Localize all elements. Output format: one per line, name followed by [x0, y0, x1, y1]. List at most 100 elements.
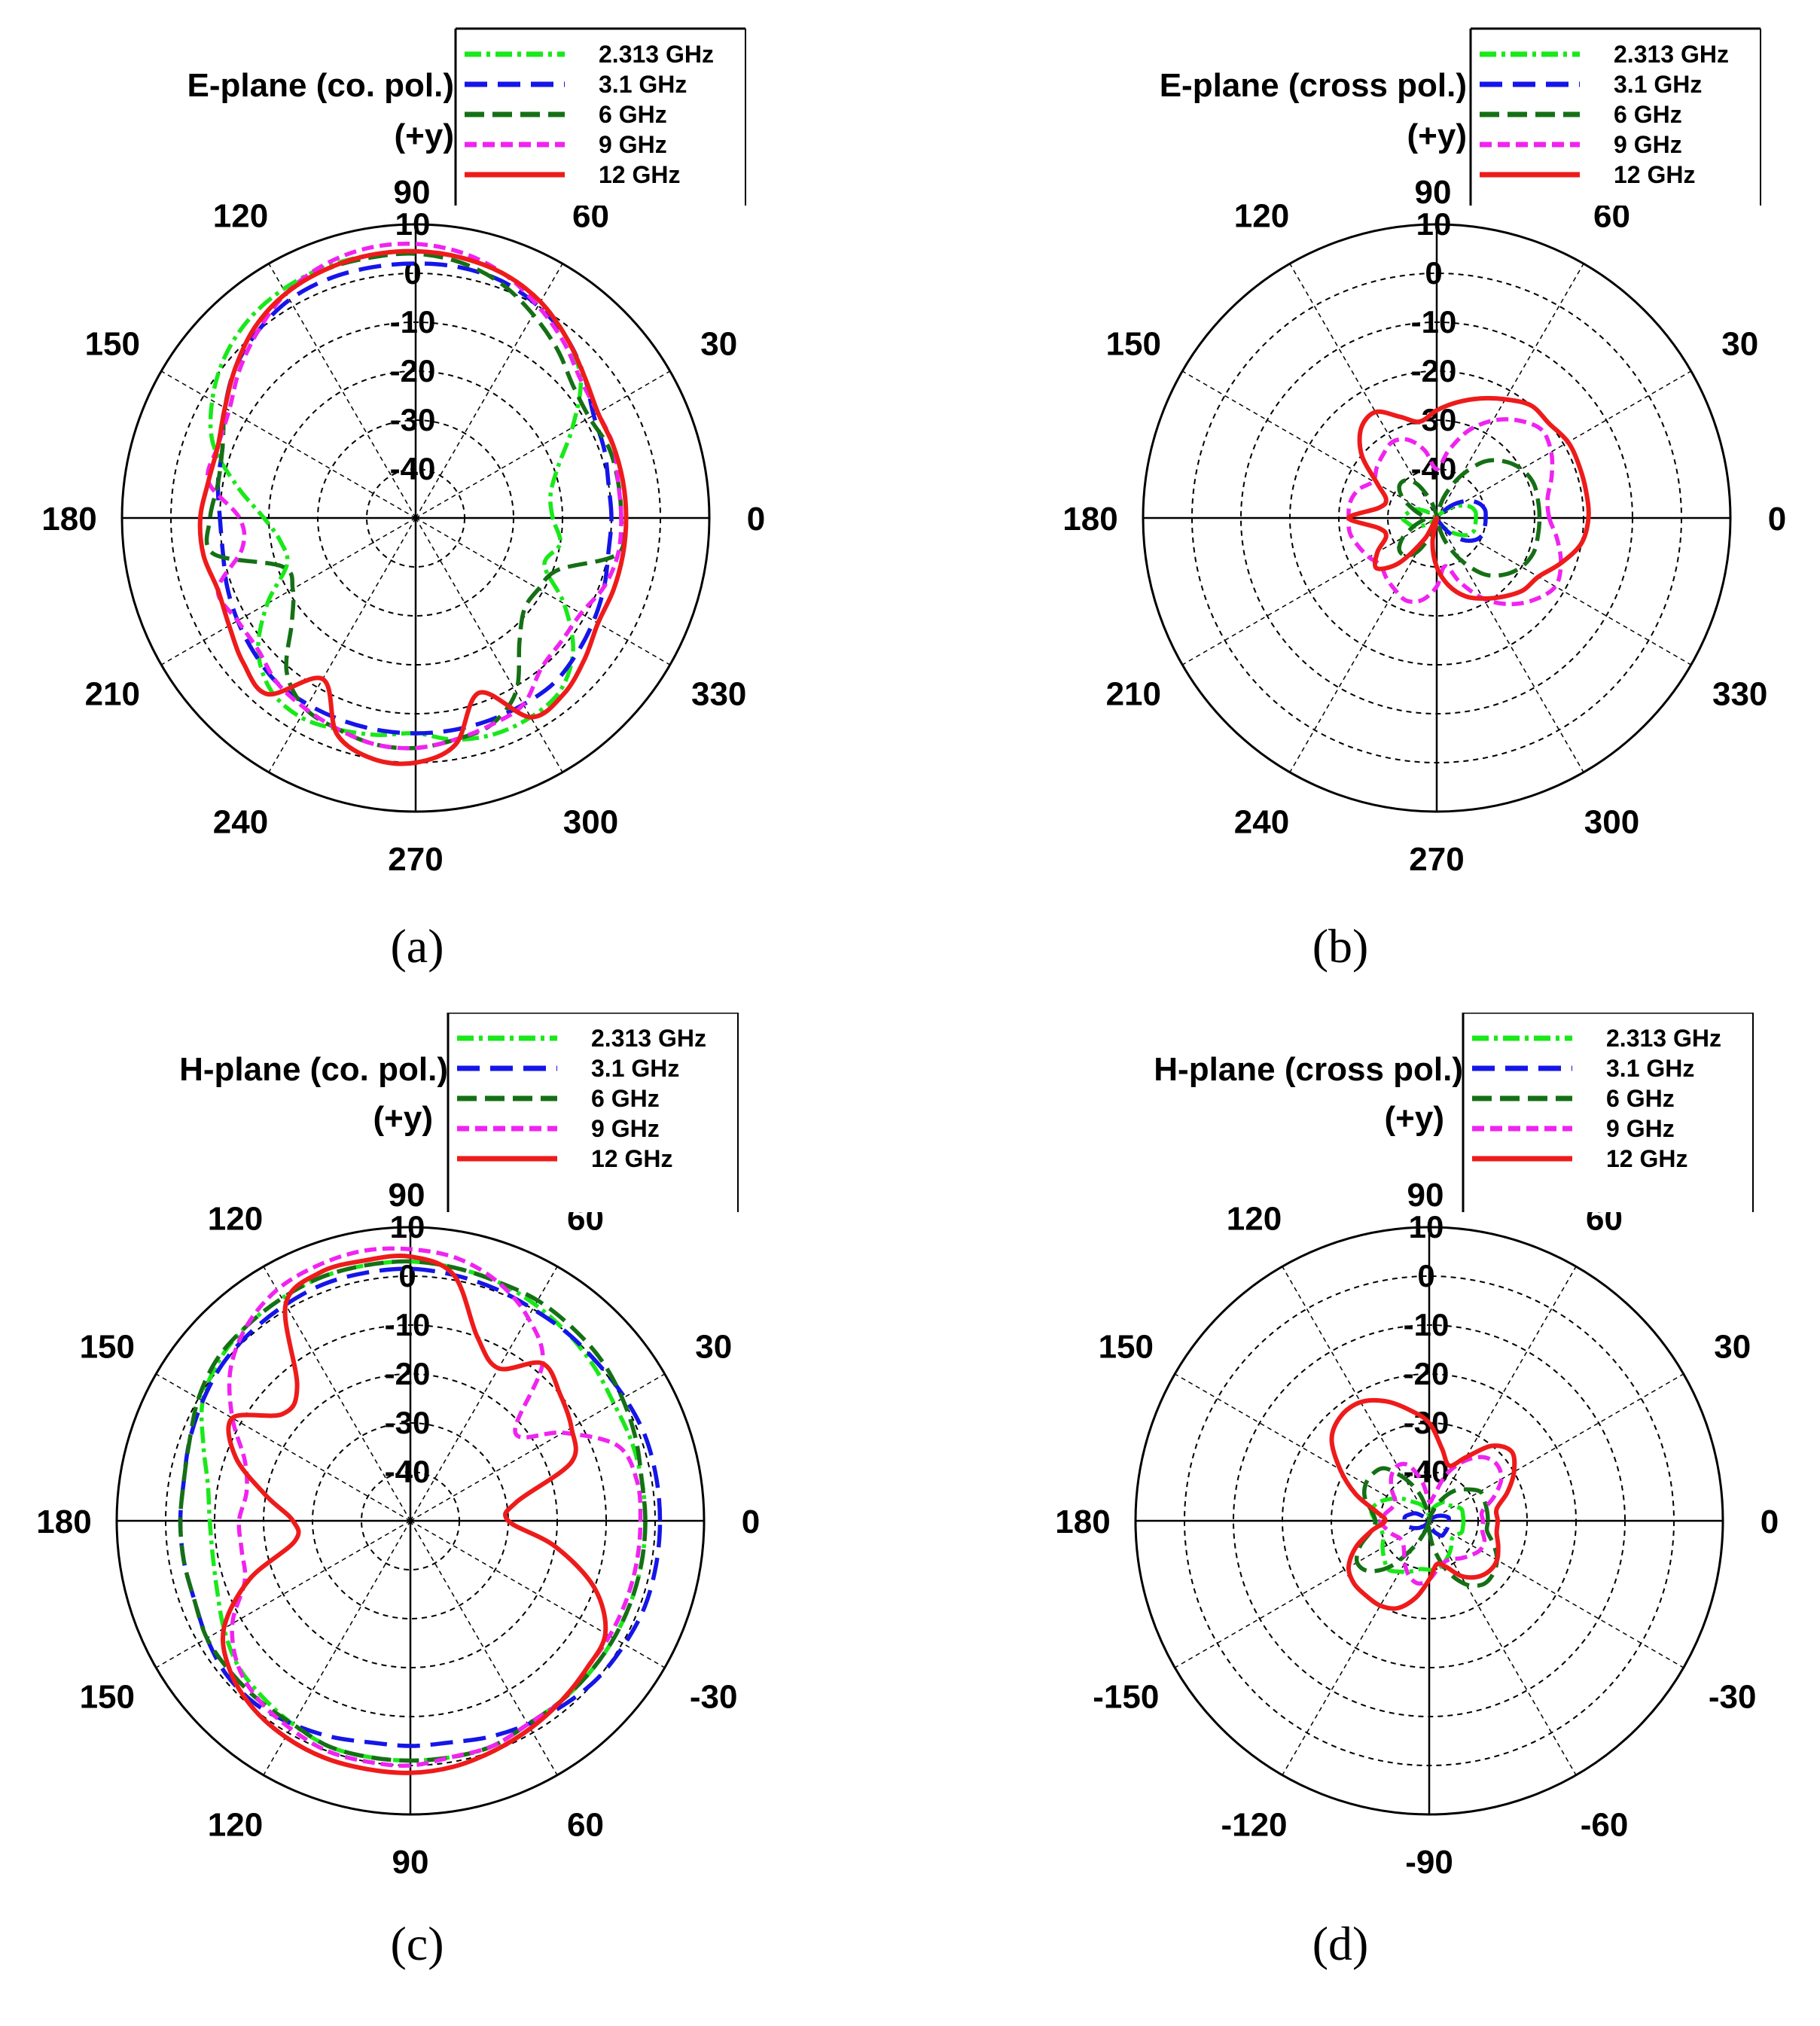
angle-label: 240 [213, 804, 268, 841]
chart-subtitle: (+y) [1407, 117, 1467, 154]
grid-spoke [268, 263, 416, 519]
angle-label: 210 [85, 676, 140, 713]
series-line-6-GHz [178, 1259, 648, 1763]
grid-spoke [1181, 517, 1437, 666]
caption-c: (c) [390, 1917, 444, 1970]
angle-label: 120 [1234, 197, 1289, 234]
legend: 2.313 GHz 3.1 GHz 6 GHz 9 GHz 12 GHz [454, 27, 746, 206]
angle-label: 30 [1721, 326, 1758, 363]
angle-label: 240 [1234, 804, 1289, 841]
angle-label: 150 [1106, 326, 1161, 363]
legend-entry: 6 GHz [1606, 1085, 1675, 1112]
chart-subtitle: (+y) [395, 117, 454, 154]
grid-spoke [1289, 263, 1437, 519]
grid-spoke [410, 1520, 666, 1668]
grid-spoke [268, 517, 416, 773]
grid-spoke [1436, 517, 1584, 773]
angle-label: 270 [388, 841, 443, 878]
grid-spoke [1436, 263, 1584, 519]
legend-entry: 6 GHz [591, 1085, 660, 1112]
angle-label: 60 [567, 1807, 604, 1844]
angle-label: 120 [208, 1807, 263, 1844]
chart-panel-a: 10 0 -10 -20 -30 -40 0 30 60 90 120 150 180 210 240 270… [0, 0, 910, 1013]
angle-label: 180 [41, 501, 96, 538]
angle-label: 0 [742, 1504, 760, 1540]
series-line-12-GHz [197, 248, 629, 766]
legend-entry: 9 GHz [599, 131, 667, 158]
grid-spoke [415, 263, 563, 519]
angle-label: 120 [1227, 1200, 1282, 1237]
radial-tick-label: -40 [385, 1454, 431, 1489]
grid-spoke [415, 517, 563, 773]
radial-tick-label: -30 [390, 402, 436, 437]
grid-spoke [1282, 1520, 1430, 1776]
radial-tick-label: -20 [385, 1356, 431, 1391]
series-line-6-GHz [1397, 458, 1542, 578]
grid-spoke [1282, 1266, 1430, 1522]
angle-label: 30 [700, 326, 737, 363]
angle-label: 0 [1761, 1504, 1779, 1540]
angle-label: 150 [80, 1679, 135, 1716]
angle-label: 120 [208, 1200, 263, 1237]
grid-spoke [415, 370, 671, 519]
angle-label: 210 [1106, 676, 1161, 713]
legend-entry: 9 GHz [1606, 1115, 1675, 1142]
angle-label: 330 [1712, 676, 1767, 713]
angle-label: 90 [392, 1844, 429, 1881]
radial-tick-label: -20 [1411, 353, 1457, 388]
radial-tick-label: 10 [1409, 1209, 1444, 1245]
polar-grid [115, 1226, 706, 1816]
radial-tick-label: 10 [390, 1209, 425, 1245]
grid-spoke [160, 517, 416, 666]
legend-entry: 12 GHz [599, 161, 680, 188]
grid-spoke [410, 1266, 558, 1522]
grid-spoke [160, 370, 416, 519]
grid-spoke [1181, 370, 1437, 519]
angle-label: 180 [36, 1504, 91, 1540]
radial-tick-label: -20 [390, 353, 436, 388]
grid-spoke [263, 1520, 411, 1776]
grid-spoke [1436, 517, 1692, 666]
series-line-9-GHz [1378, 1455, 1504, 1586]
grid-spoke [155, 1373, 411, 1522]
grid-spoke [1289, 517, 1437, 773]
legend-entry: 12 GHz [1614, 161, 1695, 188]
angle-label: 180 [1062, 501, 1117, 538]
grid-spoke [1174, 1520, 1430, 1668]
angle-label: 30 [695, 1329, 732, 1366]
angle-label: 30 [1714, 1329, 1751, 1366]
series-line-6-GHz [204, 251, 626, 751]
grid-spoke [1428, 1520, 1577, 1776]
legend: 2.313 GHz 3.1 GHz 6 GHz 9 GHz 12 GHz [447, 1013, 739, 1212]
series-line-12-GHz [1329, 1397, 1517, 1611]
series-line-12-GHz [220, 1253, 608, 1775]
radial-tick-label: 0 [1425, 255, 1442, 291]
grid-spoke [263, 1266, 411, 1522]
legend-entry: 12 GHz [591, 1145, 672, 1172]
chart-subtitle: (+y) [1385, 1100, 1444, 1137]
angle-label: 270 [1409, 841, 1464, 878]
angle-label: 150 [85, 326, 140, 363]
angle-label: 90 [389, 1177, 425, 1214]
radial-tick-label: 0 [1417, 1258, 1434, 1293]
caption-a: (a) [390, 919, 444, 973]
legend-entry: 3.1 GHz [1606, 1055, 1694, 1082]
legend-entry: 3.1 GHz [599, 71, 687, 98]
series-line-12-GHz [1346, 395, 1591, 602]
polar-chart-c: 10 0 -10 -20 -30 -40 0 30 60 90 120 150 180 150 120 90 6… [36, 1013, 760, 1881]
radial-tick-label: -10 [1411, 304, 1457, 340]
angle-label: -150 [1093, 1679, 1159, 1716]
radial-tick-label: -10 [385, 1307, 431, 1342]
legend-entry: 2.313 GHz [1614, 41, 1729, 68]
radial-tick-label: 10 [395, 206, 431, 242]
angle-label: 90 [1415, 174, 1452, 211]
radial-tick-label: 0 [404, 255, 421, 291]
polar-chart-a: 100-10-20-30-400306090120150180210240270… [41, 27, 765, 878]
series-line-9-GHz [227, 1246, 643, 1768]
legend-entry: 6 GHz [599, 101, 667, 128]
angle-label: 0 [1768, 501, 1786, 538]
legend-entry: 3.1 GHz [1614, 71, 1702, 98]
legend-box [1463, 1013, 1753, 1212]
angle-label: 0 [747, 501, 765, 538]
angle-label: 150 [80, 1329, 135, 1366]
